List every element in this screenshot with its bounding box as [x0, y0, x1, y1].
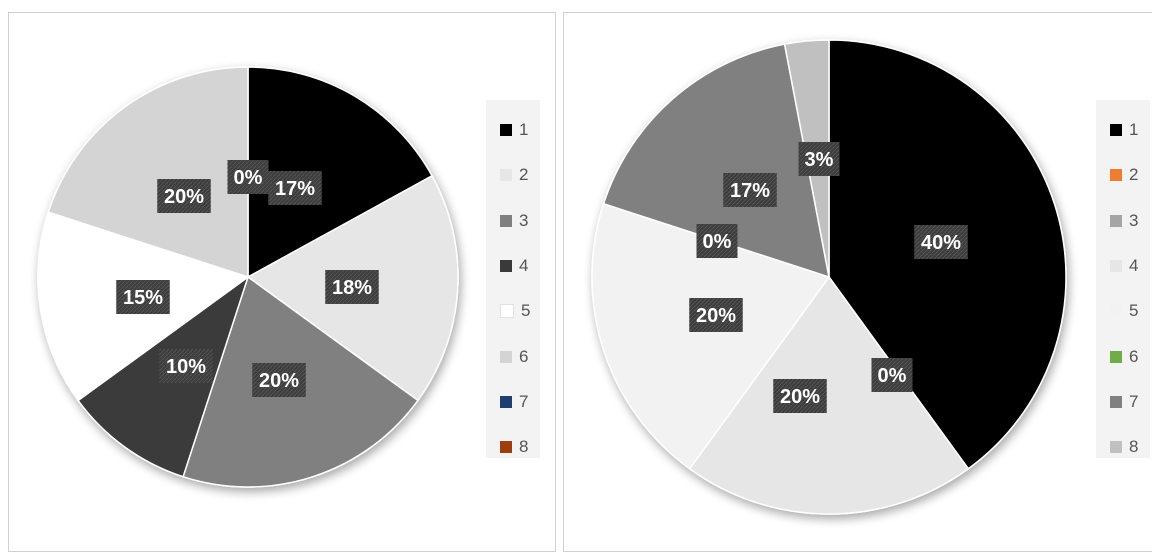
- legend-label: 1: [1129, 120, 1139, 139]
- legend-item-3: 3: [500, 211, 528, 231]
- svg-text:20%: 20%: [259, 370, 299, 392]
- data-label-8: 3%: [798, 142, 840, 176]
- svg-text:15%: 15%: [123, 287, 163, 309]
- legend-label: 1: [519, 120, 529, 139]
- data-label-2: 18%: [325, 270, 379, 304]
- data-label-1: 40%: [914, 225, 968, 259]
- svg-text:0%: 0%: [878, 365, 907, 387]
- legend-swatch: [500, 169, 512, 182]
- svg-text:0%: 0%: [703, 231, 732, 253]
- svg-text:18%: 18%: [332, 277, 372, 299]
- legend-item-6: 6: [500, 347, 528, 367]
- legend-label: 7: [519, 391, 529, 411]
- legend-label: 8: [1129, 437, 1139, 457]
- legend-item-1: 1: [1110, 120, 1138, 140]
- legend-swatch: [500, 304, 514, 319]
- legend-item-8: 8: [500, 437, 528, 457]
- legend-swatch: [1110, 259, 1122, 272]
- legend-item-5: 5: [1110, 301, 1138, 321]
- legend-swatch: [500, 124, 512, 136]
- svg-text:3%: 3%: [805, 149, 834, 171]
- data-label-8: 0%: [227, 160, 269, 194]
- pie-slice-6: [47, 66, 249, 279]
- legend-item-5: 5: [500, 301, 530, 321]
- data-label-5: 20%: [689, 298, 743, 332]
- data-label-1: 17%: [268, 171, 322, 205]
- legend-swatch: [1110, 214, 1122, 227]
- data-label-6: 20%: [157, 179, 211, 213]
- legend-label: 7: [1129, 391, 1139, 411]
- legend-label: 6: [519, 346, 529, 366]
- data-label-3: 0%: [871, 358, 913, 392]
- legend-label: 3: [519, 210, 529, 230]
- legend-label: 5: [521, 301, 531, 321]
- pie-slice-7: [602, 43, 830, 279]
- legend-swatch: [500, 395, 512, 408]
- legend-label: 2: [519, 165, 529, 185]
- pie-chart-right: 40%0%0%20%20%0%17%3%: [591, 39, 1067, 515]
- legend-item-7: 7: [500, 392, 528, 412]
- legend-item-3: 3: [1110, 211, 1138, 231]
- legend-item-4: 4: [1110, 256, 1138, 276]
- data-label-4: 20%: [773, 379, 827, 413]
- legend-swatch: [1110, 350, 1122, 363]
- svg-text:20%: 20%: [164, 186, 204, 208]
- legend-swatch: [1110, 305, 1122, 318]
- legend-label: 6: [1129, 346, 1139, 366]
- legend-label: 3: [1129, 210, 1139, 230]
- svg-text:17%: 17%: [275, 178, 315, 200]
- legend-item-2: 2: [500, 165, 528, 185]
- pie-slice-1: [247, 66, 434, 279]
- svg-text:10%: 10%: [166, 356, 206, 378]
- legend-swatch: [1110, 169, 1122, 182]
- legend-label: 4: [519, 255, 529, 275]
- legend-item-4: 4: [500, 256, 528, 276]
- legend-swatch: [500, 214, 512, 227]
- legend-item-1: 1: [500, 120, 528, 140]
- svg-text:0%: 0%: [234, 167, 263, 189]
- data-label-4: 10%: [159, 349, 213, 383]
- data-label-5: 15%: [116, 280, 170, 314]
- data-label-3: 20%: [252, 363, 306, 397]
- data-label-7: 17%: [723, 173, 777, 207]
- svg-text:20%: 20%: [780, 386, 820, 408]
- legend-swatch: [1110, 395, 1122, 408]
- legend-swatch: [500, 441, 512, 454]
- legend-swatch: [1110, 441, 1122, 454]
- svg-text:40%: 40%: [921, 232, 961, 254]
- svg-text:20%: 20%: [696, 305, 736, 327]
- legend-label: 2: [1129, 165, 1139, 185]
- legend-label: 4: [1129, 255, 1139, 275]
- legend-item-2: 2: [1110, 165, 1138, 185]
- legend-item-6: 6: [1110, 347, 1138, 367]
- pie-chart-left: 17%18%20%10%15%20%0%0%: [37, 66, 459, 488]
- svg-text:17%: 17%: [730, 180, 770, 202]
- data-label-6: 0%: [696, 224, 738, 258]
- pie-slice-5: [591, 202, 831, 470]
- legend-right: 1 2 3 4 5 6 7 8: [1096, 100, 1150, 458]
- legend-label: 8: [519, 437, 529, 457]
- legend-item-8: 8: [1110, 437, 1138, 457]
- legend-left: 1 2 3 4 5 6 7 8: [486, 100, 540, 458]
- pie-slice-4: [688, 275, 970, 515]
- legend-label: 5: [1129, 301, 1139, 321]
- legend-swatch: [500, 259, 512, 272]
- legend-swatch: [500, 350, 512, 363]
- legend-item-7: 7: [1110, 392, 1138, 412]
- legend-swatch: [1110, 124, 1122, 136]
